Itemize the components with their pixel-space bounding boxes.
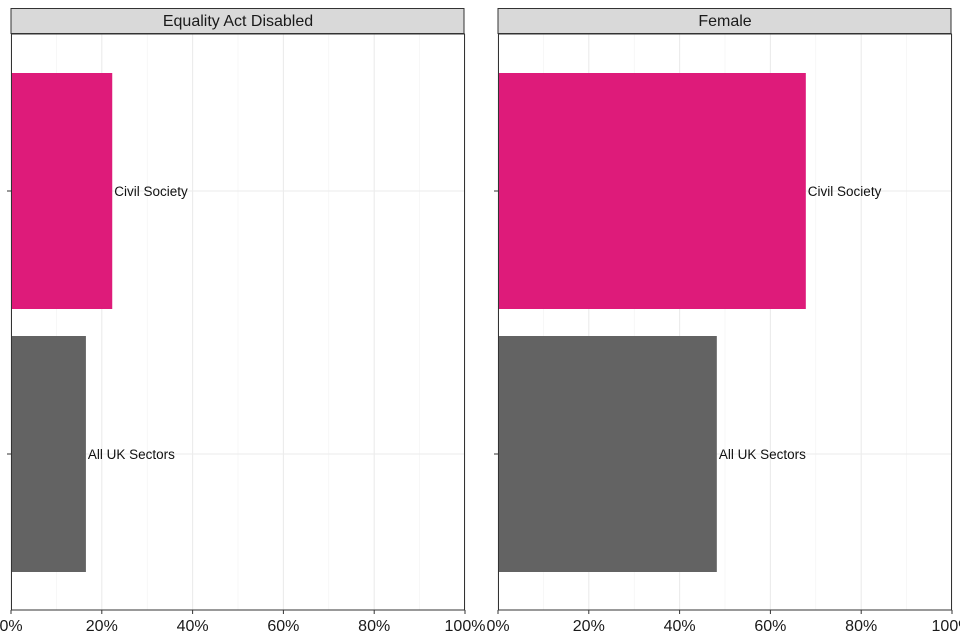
- x-tick-label: 60%: [754, 618, 786, 635]
- facet-panel-1: Civil Society All UK Sectors Equality Act …: [0, 8, 486, 635]
- facet-strip: [497, 8, 952, 34]
- bar-civil-society: [498, 73, 806, 309]
- bar-all-uk-sectors: [11, 336, 86, 572]
- bar-label: Civil Society: [808, 184, 882, 199]
- x-tick-label: 100%: [445, 618, 486, 635]
- x-tick-label: 80%: [845, 618, 877, 635]
- x-tick-label: 80%: [358, 618, 390, 635]
- facet-title: Female: [698, 13, 751, 30]
- x-tick-label: 100%: [932, 618, 960, 635]
- x-tick-label: 20%: [573, 618, 605, 635]
- facet-title: Equality Act Disabled: [163, 13, 313, 30]
- facet-panel-2: Civil Society All UK Sectors Female 0% 20% 40…: [486, 8, 960, 635]
- x-tick-label: 60%: [267, 618, 299, 635]
- x-tick-label: 0%: [486, 618, 509, 635]
- facet-strip: [10, 8, 465, 34]
- bar-civil-society: [11, 73, 113, 309]
- x-tick-label: 40%: [664, 618, 696, 635]
- bar-label: All UK Sectors: [719, 447, 806, 462]
- bar-label: Civil Society: [114, 184, 188, 199]
- x-tick-label: 0%: [0, 618, 23, 635]
- bar-all-uk-sectors: [498, 336, 717, 572]
- bar-label: All UK Sectors: [88, 447, 175, 462]
- x-tick-label: 40%: [177, 618, 209, 635]
- x-tick-label: 20%: [86, 618, 118, 635]
